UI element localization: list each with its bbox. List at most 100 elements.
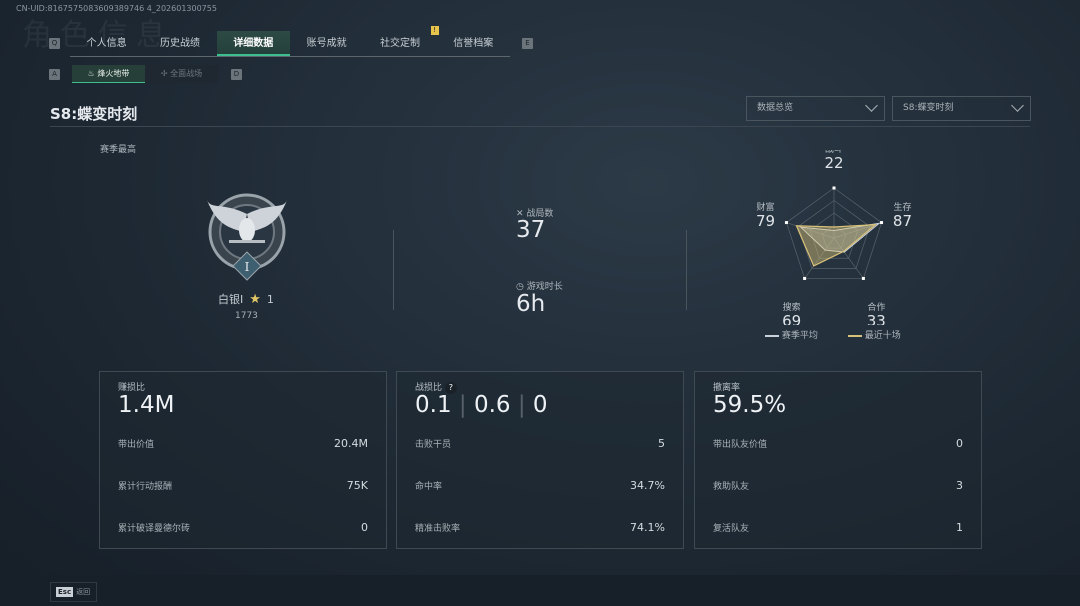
divider [686, 230, 687, 310]
radar-axis-value: 69 [782, 312, 801, 325]
radar-axis-line [786, 222, 835, 239]
season-dropdown[interactable]: S8:蝶变时刻 [892, 96, 1031, 121]
legend-recent: 最近十场 [847, 328, 901, 341]
stat-value: 0 [956, 437, 963, 450]
legend-season-avg: 赛季平均 [765, 328, 818, 341]
extraction-card: 撤离率 59.5% 带出队友价值 0 救助队友 3 复活队友 1 [694, 371, 982, 549]
stat-label: 带出价值 [118, 440, 155, 450]
card-title-text: 战损比 [415, 383, 443, 393]
radar-axis-value: 79 [756, 212, 775, 230]
tab-label: 详细数据 [233, 38, 274, 49]
radar-axis-line [833, 237, 864, 279]
legend-swatch [847, 334, 862, 337]
stat-row: 精准击败率 74.1% [415, 521, 665, 534]
stat-value: 74.1% [630, 521, 665, 534]
kd-part: 0.6 [473, 392, 511, 418]
emblem-numeral: I [245, 260, 250, 274]
matches-label-text: 战局数 [526, 209, 554, 219]
stat-row: 救助队友 3 [713, 479, 963, 492]
playtime-label: ◷ 游戏时长 [516, 279, 563, 292]
radar-axis-label: 合作 [867, 301, 885, 313]
subtab-label: 全面战场 [170, 69, 203, 78]
matches-label: ✕ 战局数 [516, 206, 553, 219]
chevron-down-icon [865, 99, 878, 112]
radar-axis-value: 33 [867, 312, 886, 325]
stat-label: 击败干员 [415, 440, 452, 450]
radar-vertex [803, 276, 807, 280]
uid-text: CN-UID:8167575083609389746 4_20260130075… [16, 4, 217, 13]
stat-value: 75K [346, 479, 368, 492]
card-title: 撤离率 [713, 383, 741, 393]
divider [50, 126, 1030, 127]
stat-row: 带出价值 20.4M [118, 437, 368, 450]
legend-swatch [765, 334, 779, 337]
radar-axis-label: 战斗 [825, 150, 843, 155]
rank-emblem-icon: I [207, 193, 287, 281]
stat-label: 精准击败率 [415, 524, 461, 534]
tab-history[interactable]: 历史战绩 [143, 31, 216, 56]
card-big-value: 1.4M [118, 392, 175, 418]
legend-label: 赛季平均 [781, 331, 818, 341]
card-big-value: 0.1 | 0.6 | 0 [415, 392, 548, 418]
radar-axis-value: 22 [824, 154, 843, 172]
key-hint-e: E [522, 38, 533, 49]
tab-label: 个人信息 [86, 38, 127, 49]
rank-tier: 白银I ★ 1 [218, 291, 274, 307]
stat-value: 34.7% [630, 479, 665, 492]
radar-axis-label: 搜索 [783, 301, 801, 313]
back-label: 返回 [76, 588, 91, 596]
kd-card: 战损比 ? 0.1 | 0.6 | 0 击败干员 5 命中率 34.7% 精准击败率… [396, 371, 684, 549]
radar-grid-ring [786, 187, 882, 279]
stat-value: 20.4M [334, 437, 368, 450]
card-title: 战损比 ? [415, 380, 457, 394]
radar-vertex [880, 221, 884, 225]
view-dropdown[interactable]: 数据总览 [746, 96, 885, 121]
season-title: S8:蝶变时刻 [50, 105, 138, 123]
rank-score: 1773 [235, 311, 258, 321]
stat-value: 3 [956, 479, 963, 492]
subtab-warfare[interactable]: ✢ 全面战场 [145, 65, 218, 83]
help-icon[interactable]: ? [444, 382, 457, 394]
radar-grid-ring [797, 200, 871, 269]
mode-icon: ♨ [87, 69, 98, 78]
stat-row: 累计行动报酬 75K [118, 479, 368, 492]
stat-row: 累计破译曼德尔砖 0 [118, 521, 368, 534]
radar-vertex [861, 276, 865, 280]
mode-icon: ✢ [160, 69, 171, 78]
card-big-value: 59.5% [713, 392, 787, 418]
card-title: 赚损比 [118, 383, 146, 393]
tab-label: 账号成就 [306, 38, 347, 49]
subtab-operations[interactable]: ♨ 烽火地带 [72, 65, 145, 83]
back-button[interactable]: Esc 返回 [50, 582, 97, 602]
crossed-swords-icon: ✕ [516, 209, 527, 219]
subtab-label: 烽火地带 [97, 69, 130, 78]
page-watermark-title: 角色信息 [22, 18, 174, 53]
stat-value: 1 [956, 521, 963, 534]
dropdown-value: 数据总览 [757, 103, 794, 113]
radar-axis-label: 财富 [757, 201, 775, 213]
stat-label: 累计行动报酬 [118, 482, 173, 492]
tab-social[interactable]: 社交定制! [363, 26, 439, 56]
tab-personal-info[interactable]: 个人信息 [70, 31, 143, 56]
radar-axis-line [804, 237, 835, 279]
stat-label: 复活队友 [713, 524, 750, 534]
kd-part: 0 [532, 392, 548, 418]
stat-value: 5 [658, 437, 665, 450]
tab-label: 历史战绩 [159, 38, 200, 49]
rank-tier-label: 白银I [218, 293, 244, 306]
rank-stars: 1 [266, 292, 274, 306]
radar-vertex [832, 186, 836, 190]
footer-bar [0, 575, 1080, 606]
stat-value: 0 [361, 521, 368, 534]
tab-detailed-data[interactable]: 详细数据 [216, 31, 290, 56]
tab-achievements[interactable]: 账号成就 [290, 31, 363, 56]
radar-axis-value: 87 [893, 212, 912, 230]
radar-axis-label: 生存 [893, 201, 911, 213]
stat-label: 带出队友价值 [713, 440, 768, 450]
stat-label: 累计破译曼德尔砖 [118, 524, 191, 534]
key-hint-a: A [49, 69, 60, 80]
kd-part: 0.1 [415, 392, 452, 418]
tab-credit[interactable]: 信誉档案 [437, 31, 510, 56]
chevron-down-icon [1011, 99, 1024, 112]
mode-tabs: ♨ 烽火地带 ✢ 全面战场 [72, 65, 218, 83]
